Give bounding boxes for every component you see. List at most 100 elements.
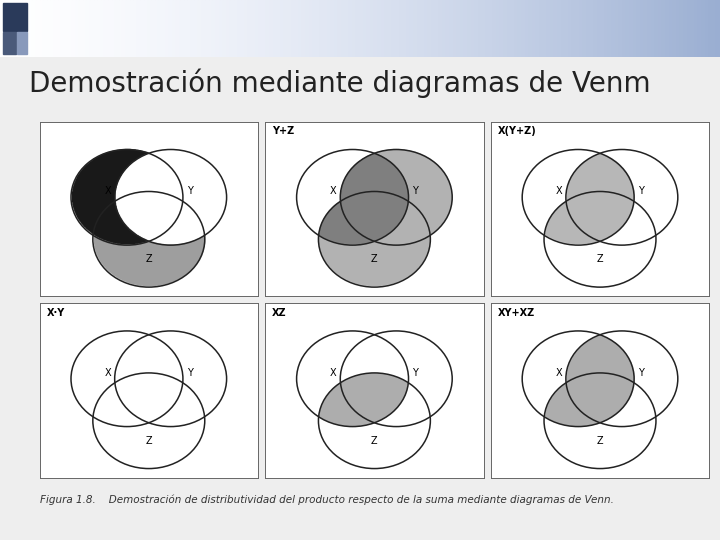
Bar <box>245 0 248 57</box>
Text: Z: Z <box>597 436 603 446</box>
Bar <box>400 0 403 57</box>
Bar <box>461 0 464 57</box>
Bar <box>414 0 418 57</box>
Bar <box>569 0 572 57</box>
Bar <box>216 0 220 57</box>
Bar <box>677 0 680 57</box>
Bar <box>616 0 619 57</box>
Bar <box>439 0 443 57</box>
Bar <box>688 0 691 57</box>
Bar <box>587 0 590 57</box>
Bar <box>536 0 540 57</box>
Text: X: X <box>104 186 111 197</box>
Bar <box>497 0 500 57</box>
Bar <box>162 0 166 57</box>
Bar <box>65 0 68 57</box>
Text: Y: Y <box>638 368 644 378</box>
Bar <box>17 32 27 54</box>
Bar <box>140 0 144 57</box>
Bar <box>518 0 522 57</box>
Bar <box>263 0 266 57</box>
Bar <box>648 0 652 57</box>
Bar <box>659 0 662 57</box>
Bar <box>601 0 605 57</box>
Text: Z: Z <box>145 254 152 264</box>
Bar <box>202 0 205 57</box>
Bar <box>234 0 238 57</box>
Bar <box>450 0 454 57</box>
Bar <box>158 0 162 57</box>
Bar <box>184 0 187 57</box>
Text: Y: Y <box>638 186 644 197</box>
Bar <box>54 0 58 57</box>
Bar <box>277 0 281 57</box>
Bar <box>7 0 11 57</box>
Bar <box>79 0 83 57</box>
Bar <box>220 0 223 57</box>
Bar <box>349 0 353 57</box>
Bar <box>706 0 709 57</box>
Bar <box>637 0 641 57</box>
Bar <box>630 0 634 57</box>
Bar <box>619 0 623 57</box>
Bar <box>97 0 101 57</box>
Bar <box>641 0 644 57</box>
Text: Demostración mediante diagramas de Venm: Demostración mediante diagramas de Venm <box>29 69 650 98</box>
Bar <box>292 0 295 57</box>
Bar <box>436 0 439 57</box>
Bar <box>151 0 155 57</box>
Text: X·Y: X·Y <box>46 308 65 318</box>
Bar <box>508 0 511 57</box>
Bar <box>371 0 374 57</box>
Text: X: X <box>330 368 337 378</box>
Bar <box>270 0 274 57</box>
Bar <box>32 0 36 57</box>
Bar <box>580 0 583 57</box>
Bar <box>176 0 180 57</box>
Bar <box>410 0 414 57</box>
Bar <box>338 0 342 57</box>
Bar <box>529 0 533 57</box>
Bar <box>241 0 245 57</box>
Bar <box>180 0 184 57</box>
Bar <box>324 0 328 57</box>
Bar <box>392 0 396 57</box>
Bar <box>4 0 7 57</box>
Bar <box>446 0 450 57</box>
Bar <box>209 0 212 57</box>
Bar <box>3 3 27 31</box>
Bar <box>421 0 425 57</box>
Bar <box>313 0 317 57</box>
Bar <box>457 0 461 57</box>
Bar <box>187 0 191 57</box>
Text: X: X <box>556 368 562 378</box>
Bar <box>83 0 86 57</box>
Bar <box>576 0 580 57</box>
Text: Z: Z <box>371 436 378 446</box>
Bar <box>385 0 389 57</box>
Bar <box>590 0 594 57</box>
Text: Z: Z <box>597 254 603 264</box>
Bar <box>374 0 378 57</box>
Bar <box>14 0 18 57</box>
Bar <box>662 0 666 57</box>
Text: Y: Y <box>186 186 193 197</box>
Bar <box>709 0 713 57</box>
Bar <box>122 0 126 57</box>
Bar <box>360 0 364 57</box>
Bar <box>205 0 209 57</box>
Bar <box>342 0 346 57</box>
Bar <box>396 0 400 57</box>
Bar <box>191 0 194 57</box>
Bar <box>331 0 335 57</box>
Bar <box>486 0 490 57</box>
Bar <box>670 0 673 57</box>
Bar <box>101 0 104 57</box>
Bar <box>61 0 65 57</box>
Bar <box>50 0 54 57</box>
Bar <box>194 0 198 57</box>
Text: X: X <box>104 368 111 378</box>
Bar <box>403 0 407 57</box>
Bar <box>511 0 515 57</box>
Bar <box>281 0 284 57</box>
